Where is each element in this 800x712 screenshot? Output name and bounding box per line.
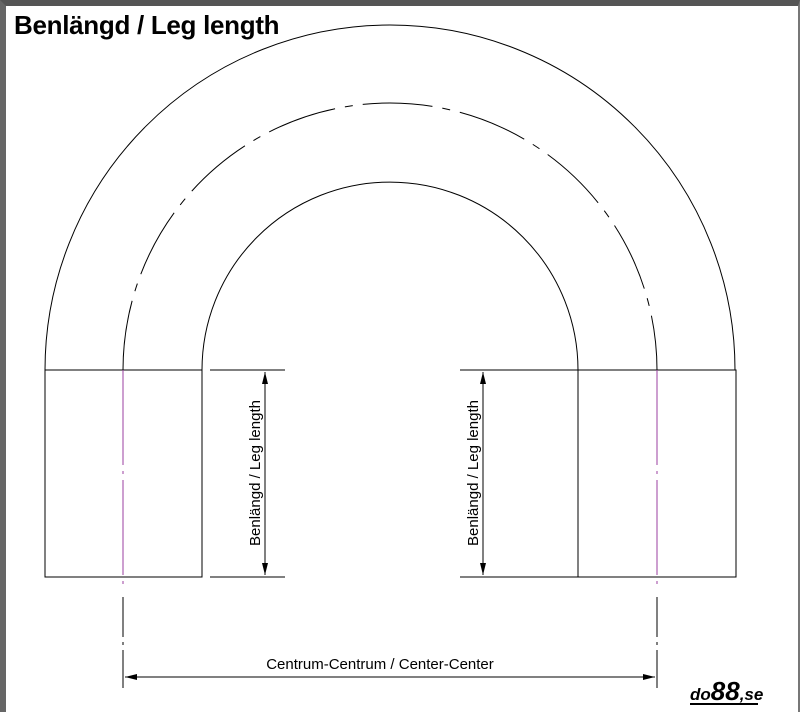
outer-arc xyxy=(44,24,736,371)
page-title: Benlängd / Leg length xyxy=(14,10,280,40)
centerline-arc xyxy=(122,102,658,371)
inner-arc xyxy=(201,181,579,371)
left-leg-label: Benlängd / Leg length xyxy=(247,400,264,546)
center-center-label: Centrum-Centrum / Center-Center xyxy=(266,656,494,673)
right-leg-label: Benlängd / Leg length xyxy=(465,400,482,546)
do88-logo: do88,se xyxy=(690,676,764,706)
